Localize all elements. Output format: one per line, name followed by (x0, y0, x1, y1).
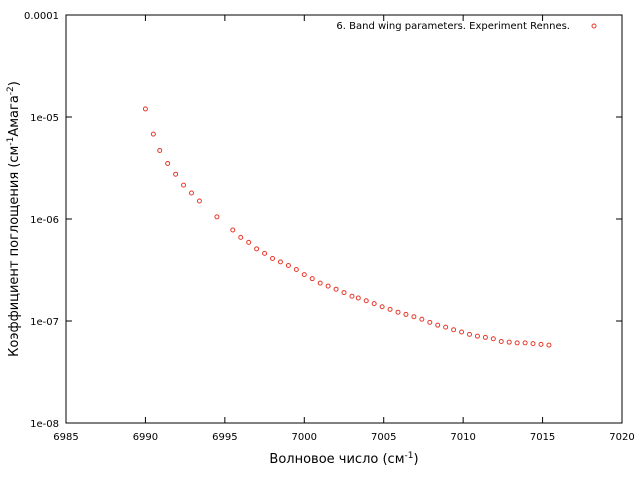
x-tick-label: 6985 (53, 432, 78, 443)
data-point (317, 280, 323, 286)
y-tick-label: 1e-06 (30, 215, 59, 226)
data-point (142, 106, 148, 112)
x-tick-label: 7005 (371, 432, 396, 443)
y-axis-label: Коэффициент поглощения (см-1Амага-2) (6, 81, 22, 357)
legend-entry-label: 6. Band wing parameters. Experiment Renn… (336, 21, 570, 32)
plot-frame (65, 14, 623, 424)
data-point (333, 286, 339, 292)
data-point (435, 322, 441, 328)
data-points (142, 106, 552, 348)
x-tick-label: 6990 (133, 432, 158, 443)
data-point (150, 131, 156, 137)
data-point (293, 266, 299, 272)
data-point (301, 272, 307, 278)
data-point (173, 171, 179, 177)
x-tick-label: 6995 (212, 432, 237, 443)
x-tick-label: 7010 (450, 432, 475, 443)
data-point (325, 283, 331, 289)
data-point (498, 338, 504, 344)
data-point (419, 316, 425, 322)
data-point (214, 214, 220, 220)
data-point (371, 301, 377, 307)
x-axis-ticks: 6985 6990 6995 7000 7005 7010 7015 7020 (53, 15, 635, 443)
x-axis-label: Волновое число (см-1) (269, 451, 418, 467)
data-point (387, 306, 393, 312)
data-point (270, 255, 276, 261)
data-point (466, 331, 472, 337)
data-point (427, 319, 433, 325)
data-point (309, 276, 315, 282)
data-point (474, 333, 480, 339)
data-point (395, 309, 401, 315)
data-point (514, 340, 520, 346)
data-point (538, 341, 544, 347)
data-point (363, 298, 369, 304)
data-point (490, 336, 496, 342)
data-point (530, 341, 536, 347)
data-point (459, 329, 465, 335)
y-tick-label: 1e-07 (30, 317, 59, 328)
data-point (506, 339, 512, 345)
data-point (188, 190, 194, 196)
data-point (285, 263, 291, 269)
y-tick-label: 1e-08 (30, 419, 59, 430)
y-tick-label: 1e-05 (30, 113, 59, 124)
data-point (379, 304, 385, 310)
data-point (230, 227, 236, 233)
data-point (262, 250, 268, 256)
x-tick-label: 7020 (609, 432, 634, 443)
data-point (254, 246, 260, 252)
data-point (341, 290, 347, 296)
data-point (165, 161, 171, 167)
data-point (546, 342, 552, 348)
data-point (403, 311, 409, 317)
data-point (451, 327, 457, 333)
data-point (443, 324, 449, 330)
data-point (238, 234, 244, 240)
data-point (482, 334, 488, 340)
data-point (196, 198, 202, 204)
data-point (411, 314, 417, 320)
data-point (355, 295, 361, 301)
data-point (277, 259, 283, 265)
data-point (246, 239, 252, 245)
data-point (522, 340, 528, 346)
y-axis-ticks: 1e-08 1e-07 1e-06 1e-05 0.0001 (24, 11, 622, 430)
legend-marker (591, 23, 597, 29)
x-tick-label: 7015 (530, 432, 555, 443)
data-point (349, 293, 355, 299)
x-tick-label: 7000 (292, 432, 317, 443)
data-point (157, 147, 163, 153)
y-tick-label: 0.0001 (24, 11, 59, 22)
data-point (181, 182, 187, 188)
legend: 6. Band wing parameters. Experiment Renn… (336, 21, 597, 32)
